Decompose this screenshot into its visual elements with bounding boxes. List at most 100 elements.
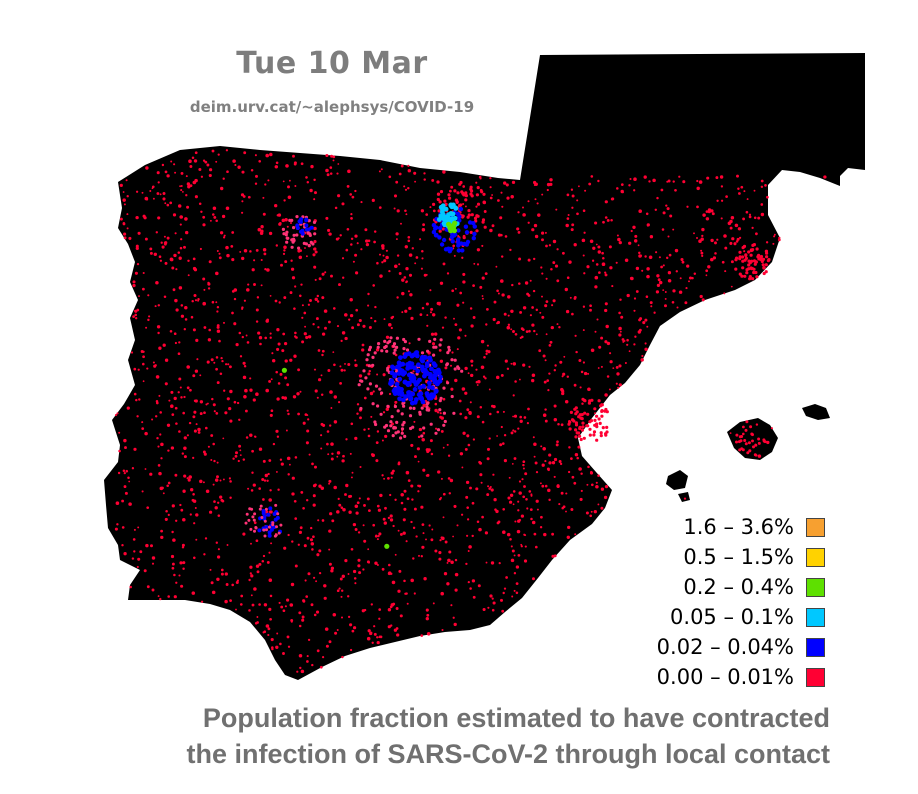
municipality-dot	[711, 212, 715, 216]
municipality-dot	[452, 535, 454, 538]
municipality-dot	[536, 202, 539, 205]
municipality-dot	[310, 526, 313, 530]
municipality-dot	[656, 283, 661, 288]
municipality-dot	[602, 220, 605, 224]
municipality-dot	[526, 422, 529, 425]
municipality-dot	[310, 542, 315, 546]
cluster-dot	[448, 246, 454, 252]
municipality-dot	[175, 268, 178, 271]
municipality-dot	[228, 406, 232, 411]
municipality-dot	[367, 304, 370, 307]
municipality-dot	[545, 333, 548, 336]
municipality-dot	[363, 503, 366, 507]
municipality-dot	[688, 276, 693, 280]
municipality-dot	[241, 170, 245, 174]
municipality-dot	[528, 329, 531, 333]
municipality-dot	[414, 262, 417, 265]
municipality-dot	[180, 396, 183, 399]
municipality-dot	[591, 259, 595, 262]
municipality-dot	[422, 431, 426, 435]
municipality-dot	[534, 545, 538, 549]
municipality-dot	[562, 372, 566, 376]
municipality-dot	[411, 498, 414, 501]
cluster-dot	[371, 402, 375, 406]
municipality-dot	[262, 459, 266, 463]
cluster-dot	[424, 361, 430, 366]
municipality-dot	[346, 184, 350, 188]
municipality-dot	[405, 213, 408, 216]
municipality-dot	[528, 490, 532, 493]
municipality-dot	[162, 343, 166, 347]
municipality-dot	[431, 178, 435, 182]
municipality-dot	[214, 506, 218, 510]
cluster-dot	[574, 421, 579, 425]
municipality-dot	[229, 480, 232, 483]
municipality-dot	[595, 263, 599, 266]
municipality-dot	[469, 486, 472, 490]
municipality-dot	[308, 453, 311, 456]
municipality-dot	[531, 378, 535, 383]
municipality-dot	[126, 195, 129, 198]
municipality-dot	[134, 271, 138, 275]
cluster-dot	[433, 389, 439, 394]
municipality-dot	[378, 206, 382, 209]
municipality-dot	[489, 594, 493, 598]
municipality-dot	[161, 163, 165, 167]
cluster-dot	[744, 253, 748, 257]
cluster-dot	[383, 345, 387, 350]
municipality-dot	[580, 472, 583, 475]
municipality-dot	[662, 289, 665, 292]
municipality-dot	[654, 208, 657, 211]
municipality-dot	[597, 503, 600, 506]
municipality-dot	[367, 292, 370, 296]
municipality-dot	[674, 188, 677, 192]
municipality-dot	[438, 349, 442, 352]
municipality-dot	[414, 180, 417, 183]
municipality-dot	[527, 221, 530, 224]
municipality-dot	[641, 269, 644, 272]
municipality-dot	[550, 325, 554, 330]
municipality-dot	[209, 568, 212, 571]
cluster-dot	[457, 366, 461, 371]
municipality-dot	[241, 335, 244, 339]
municipality-dot	[306, 180, 310, 184]
municipality-dot	[129, 585, 132, 589]
municipality-dot	[387, 477, 390, 480]
municipality-dot	[254, 435, 257, 438]
cluster-dot	[745, 268, 749, 272]
municipality-dot	[116, 523, 119, 526]
municipality-dot	[662, 264, 665, 267]
municipality-dot	[173, 595, 177, 599]
municipality-dot	[510, 431, 514, 435]
municipality-dot	[156, 192, 160, 195]
cluster-dot	[440, 204, 446, 210]
municipality-dot	[294, 285, 297, 288]
municipality-dot	[289, 221, 293, 225]
municipality-dot	[316, 649, 320, 653]
municipality-dot	[303, 311, 307, 315]
municipality-dot	[644, 318, 648, 322]
municipality-dot	[263, 603, 268, 607]
cluster-dot	[384, 423, 389, 428]
cluster-dot	[400, 412, 404, 416]
municipality-dot	[314, 191, 317, 195]
municipality-dot	[303, 332, 307, 336]
municipality-dot	[196, 358, 199, 361]
municipality-dot	[224, 599, 228, 604]
municipality-dot	[429, 311, 433, 314]
municipality-dot	[323, 309, 328, 313]
municipality-dot	[450, 560, 454, 565]
municipality-dot	[341, 459, 345, 463]
municipality-dot	[349, 648, 353, 652]
municipality-dot	[123, 203, 126, 206]
municipality-dot	[249, 433, 253, 437]
municipality-dot	[175, 581, 178, 584]
municipality-dot	[367, 548, 370, 551]
municipality-dot	[363, 396, 367, 400]
municipality-dot	[353, 577, 357, 580]
cluster-dot	[438, 399, 442, 403]
cluster-dot	[747, 250, 751, 254]
cluster-dot	[373, 420, 377, 424]
cluster-dot	[408, 414, 413, 418]
municipality-dot	[710, 257, 714, 262]
